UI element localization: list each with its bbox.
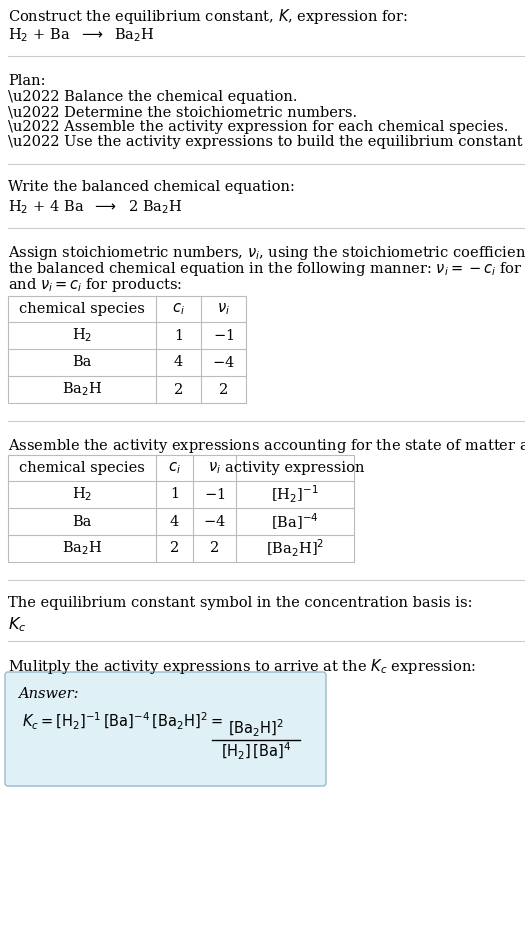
Text: chemical species: chemical species [19, 302, 145, 316]
Text: $-$4: $-$4 [212, 355, 235, 370]
Text: Ba$_2$H: Ba$_2$H [62, 381, 102, 398]
Text: 1: 1 [170, 488, 179, 501]
Text: H$_2$: H$_2$ [72, 327, 92, 345]
Text: $-$1: $-$1 [213, 328, 234, 343]
Text: 4: 4 [174, 355, 183, 369]
Text: Mulitply the activity expressions to arrive at the $K_c$ expression:: Mulitply the activity expressions to arr… [8, 657, 476, 676]
Text: Assign stoichiometric numbers, $\nu_i$, using the stoichiometric coefficients, $: Assign stoichiometric numbers, $\nu_i$, … [8, 244, 525, 262]
Text: Assemble the activity expressions accounting for the state of matter and $\nu_i$: Assemble the activity expressions accoun… [8, 437, 525, 455]
Text: Plan:: Plan: [8, 74, 46, 88]
Text: $\nu_i$: $\nu_i$ [208, 460, 221, 476]
Text: H$_2$ + Ba  $\longrightarrow$  Ba$_2$H: H$_2$ + Ba $\longrightarrow$ Ba$_2$H [8, 26, 155, 43]
Bar [8, 455, 354, 562]
Text: Construct the equilibrium constant, $K$, expression for:: Construct the equilibrium constant, $K$,… [8, 7, 408, 26]
Text: $-$4: $-$4 [203, 514, 226, 529]
Text: \u2022 Balance the chemical equation.: \u2022 Balance the chemical equation. [8, 90, 298, 104]
Text: $[\mathrm{H_2}]\,[\mathrm{Ba}]^4$: $[\mathrm{H_2}]\,[\mathrm{Ba}]^4$ [221, 741, 291, 762]
Text: $K_c = [\mathrm{H_2}]^{-1}\,[\mathrm{Ba}]^{-4}\,[\mathrm{Ba_2H}]^2 =$: $K_c = [\mathrm{H_2}]^{-1}\,[\mathrm{Ba}… [22, 710, 223, 732]
Text: 2: 2 [210, 542, 219, 556]
Text: 1: 1 [174, 329, 183, 343]
Text: 2: 2 [174, 382, 183, 397]
Text: the balanced chemical equation in the following manner: $\nu_i = -c_i$ for react: the balanced chemical equation in the fo… [8, 260, 525, 278]
Text: [H$_2$]$^{-1}$: [H$_2$]$^{-1}$ [271, 484, 319, 505]
Text: 2: 2 [170, 542, 179, 556]
Text: and $\nu_i = c_i$ for products:: and $\nu_i = c_i$ for products: [8, 276, 182, 294]
Text: $c_i$: $c_i$ [172, 301, 185, 317]
Text: Ba: Ba [72, 355, 92, 369]
Text: The equilibrium constant symbol in the concentration basis is:: The equilibrium constant symbol in the c… [8, 596, 472, 610]
Text: 2: 2 [219, 382, 228, 397]
Text: activity expression: activity expression [225, 461, 365, 475]
Text: $-$1: $-$1 [204, 487, 225, 502]
Text: H$_2$ + 4 Ba  $\longrightarrow$  2 Ba$_2$H: H$_2$ + 4 Ba $\longrightarrow$ 2 Ba$_2$H [8, 198, 183, 216]
Text: \u2022 Use the activity expressions to build the equilibrium constant expression: \u2022 Use the activity expressions to b… [8, 135, 525, 149]
Text: Answer:: Answer: [18, 687, 79, 701]
Text: $K_c$: $K_c$ [8, 615, 26, 634]
Text: [Ba$_2$H]$^2$: [Ba$_2$H]$^2$ [266, 538, 324, 560]
Text: \u2022 Determine the stoichiometric numbers.: \u2022 Determine the stoichiometric numb… [8, 105, 357, 119]
Text: $\nu_i$: $\nu_i$ [217, 301, 230, 317]
Text: \u2022 Assemble the activity expression for each chemical species.: \u2022 Assemble the activity expression … [8, 120, 508, 134]
Text: Ba$_2$H: Ba$_2$H [62, 540, 102, 558]
Text: Write the balanced chemical equation:: Write the balanced chemical equation: [8, 180, 295, 194]
Text: H$_2$: H$_2$ [72, 486, 92, 503]
Text: $c_i$: $c_i$ [168, 460, 181, 476]
Text: chemical species: chemical species [19, 461, 145, 475]
Text: Ba: Ba [72, 514, 92, 528]
Bar [8, 296, 246, 403]
Text: [Ba]$^{-4}$: [Ba]$^{-4}$ [271, 512, 319, 531]
Text: 4: 4 [170, 514, 179, 528]
FancyBboxPatch shape [5, 672, 326, 786]
Text: $[\mathrm{Ba_2H}]^2$: $[\mathrm{Ba_2H}]^2$ [228, 718, 284, 739]
